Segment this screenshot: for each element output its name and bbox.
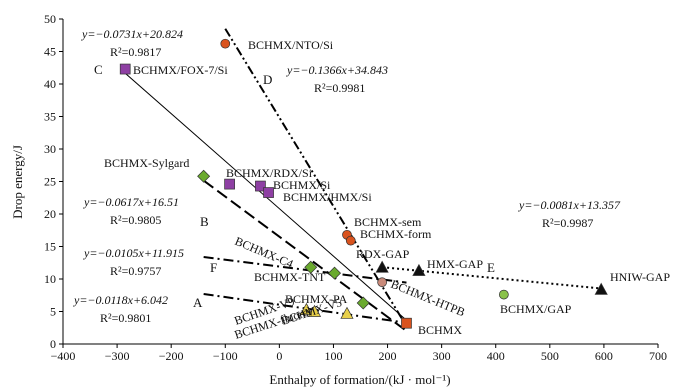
point-label-bchmx-fox-7-si: BCHMX/FOX-7/Si — [133, 63, 228, 77]
y-tick-label: 20 — [44, 207, 56, 221]
point-bchmx-v9 — [299, 302, 313, 315]
point-bchmx — [401, 317, 412, 329]
point-label-bchmx-pa: BCHMX-PA — [285, 292, 348, 306]
point-bchmx-nto-si — [220, 38, 231, 49]
point-label-bchmx-rdx-si: BCHMX/RDX/Si — [226, 166, 313, 180]
trend-r2-D: R²=0.9981 — [314, 81, 365, 95]
x-tick-label: 100 — [324, 349, 342, 363]
point-bchmx-sylgard — [197, 169, 211, 183]
trend-letter-D: D — [263, 72, 272, 87]
y-tick-label: 45 — [44, 45, 56, 59]
x-tick-label: 0 — [276, 349, 282, 363]
x-tick-label: 200 — [379, 349, 397, 363]
trend-equation-A: y=−0.0118x+6.042 — [73, 293, 168, 307]
y-tick-label: 5 — [50, 305, 56, 319]
y-tick-label: 25 — [44, 175, 56, 189]
trend-equation-E: y=−0.0081x+13.357 — [518, 198, 621, 212]
point-hniw-gap — [594, 282, 608, 295]
point-label-hniw-gap: HNIW-GAP — [610, 270, 670, 284]
x-axis-title: Enthalpy of formation/(kJ · mol⁻¹) — [269, 372, 450, 387]
x-tick-label: −100 — [213, 349, 238, 363]
point-label-bchmx-nto-si: BCHMX/NTO/Si — [248, 38, 334, 52]
y-tick-label: 0 — [50, 337, 56, 351]
point-label-bchmx-gap: BCHMX/GAP — [500, 302, 572, 316]
point-label-hmx-gap: HMX-GAP — [427, 257, 483, 271]
trend-equation-C: y=−0.0731x+20.824 — [81, 27, 183, 41]
x-tick-label: −200 — [159, 349, 184, 363]
x-tick-label: 600 — [595, 349, 613, 363]
y-tick-label: 30 — [44, 142, 56, 156]
y-tick-label: 10 — [44, 272, 56, 286]
trend-equation-F: y=−0.0105x+11.915 — [83, 246, 184, 260]
trend-letter-B: B — [200, 214, 209, 229]
point-label-bchmx-sylgard: BCHMX-Sylgard — [104, 156, 189, 170]
trend-line-D — [224, 28, 408, 327]
x-tick-label: −400 — [51, 349, 76, 363]
trend-r2-E: R²=0.9987 — [542, 216, 593, 230]
y-tick-label: 35 — [44, 110, 56, 124]
point-bchmx-gap — [498, 289, 509, 300]
trend-equation-D: y=−0.1366x+34.843 — [286, 63, 388, 77]
point-label-rdx-gap: RDX-GAP — [356, 247, 410, 261]
point-hmx-gap — [412, 263, 426, 276]
x-tick-label: 300 — [433, 349, 451, 363]
trend-line-B — [203, 179, 408, 332]
point-bchmx-c4 — [304, 260, 318, 274]
x-tick-label: −300 — [105, 349, 130, 363]
plot-area: −400 −300 −200 −100 0 100 200 300 400 500 600 700 0 5… — [44, 12, 670, 363]
trend-r2-C: R²=0.9817 — [110, 45, 161, 59]
point-bchmx-fluorel — [307, 304, 322, 317]
point-bchmx-v5 — [340, 306, 354, 319]
point-bchmx-hmx-si — [263, 187, 274, 198]
y-tick-label: 15 — [44, 240, 56, 254]
y-tick-label: 40 — [44, 77, 56, 91]
point-label-bchmx-sem: BCHMX-sem — [354, 215, 422, 229]
point-rdx-gap — [375, 260, 389, 273]
x-tick-label: 700 — [649, 349, 667, 363]
trend-r2-A: R²=0.9801 — [100, 311, 151, 325]
point-label-bchmx-si: BCHMX/Si — [273, 178, 331, 192]
y-axis-title: Drop energy/J — [10, 145, 25, 219]
point-bchmx-form — [345, 235, 356, 246]
point-label-bchmx-htpb: BCHMX-HTPB — [389, 277, 467, 319]
point-bchmx-rdx-si — [224, 178, 235, 190]
point-bchmx-htpb — [377, 277, 387, 288]
trend-letter-E: E — [487, 260, 495, 275]
point-bchmx-tnt — [328, 266, 342, 280]
point-label-bchmx-hmx-si: BCHMX/HMX/Si — [283, 190, 372, 204]
point-label-bchmx-form: BCHMX-form — [360, 227, 432, 241]
x-tick-label: 400 — [487, 349, 505, 363]
point-bchmx-fox-7-si — [119, 63, 131, 75]
point-bchmx-si — [255, 180, 266, 192]
trend-letter-C: C — [94, 62, 103, 77]
trend-r2-B: R²=0.9805 — [110, 213, 161, 227]
trend-r2-F: R²=0.9757 — [110, 264, 161, 278]
y-tick-label: 50 — [44, 12, 56, 26]
x-tick-label: 500 — [541, 349, 559, 363]
trend-letter-F: F — [210, 260, 217, 275]
point-bchmx-pa — [356, 296, 370, 310]
point-label-bchmx-tnt: BCHMX-TNT — [254, 270, 326, 284]
trend-line-F — [203, 256, 407, 284]
point-label-bchmx: BCHMX — [418, 323, 462, 337]
trend-letter-A: A — [193, 295, 203, 310]
trend-equation-B: y=−0.0617x+16.51 — [83, 195, 179, 209]
